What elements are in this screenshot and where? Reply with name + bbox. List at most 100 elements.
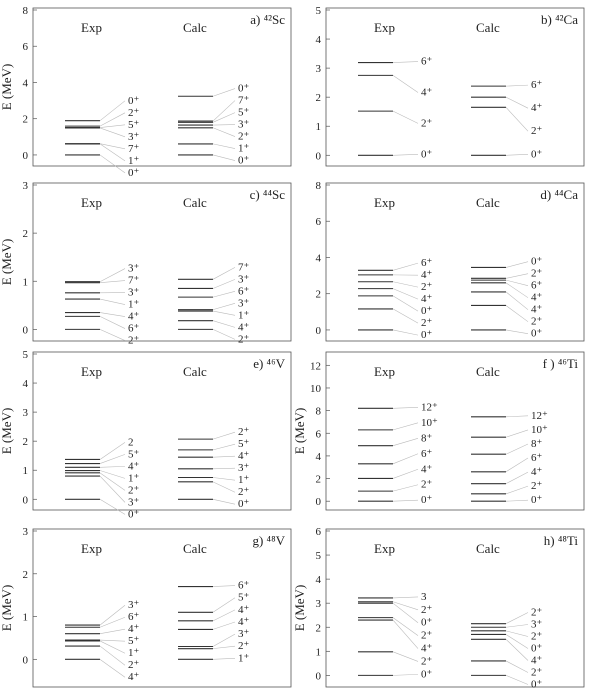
level-connector [99, 298, 126, 305]
level-connector [505, 612, 529, 624]
spin-label: 1⁺ [238, 309, 250, 321]
level-connector [212, 291, 236, 298]
spin-label: 3⁺ [238, 462, 250, 474]
y-tick-label: 3 [23, 407, 29, 419]
spin-label: 1⁺ [238, 474, 250, 486]
y-tick-label: 0 [316, 496, 322, 508]
panel-title: b) ⁴²Ca [541, 12, 578, 27]
spin-label: 2 [128, 436, 134, 448]
level-connector [392, 61, 419, 63]
level-connector [212, 154, 236, 161]
level-connector [505, 291, 529, 310]
panel-frame [32, 351, 292, 511]
level-connector [505, 457, 529, 473]
spin-label: 0⁺ [531, 328, 543, 340]
level-connector [505, 273, 529, 279]
level-connector [212, 88, 236, 97]
column-header: Exp [81, 364, 102, 379]
level-connector [505, 485, 529, 495]
level-connector [505, 107, 529, 132]
spin-label: 1⁺ [128, 299, 140, 311]
panel-frame [32, 7, 292, 167]
spin-label: 4⁺ [128, 671, 140, 683]
level-connector [505, 624, 529, 628]
panel-frame [325, 351, 585, 511]
level-connector [505, 415, 529, 418]
spin-label: 4⁺ [128, 623, 140, 635]
spin-label: 4⁺ [421, 293, 433, 305]
level-connector [212, 597, 236, 613]
level-connector [99, 640, 126, 654]
spin-label: 2⁺ [531, 125, 543, 137]
spin-label: 4⁺ [421, 269, 433, 281]
level-connector [392, 281, 419, 288]
spin-label: 0⁺ [128, 95, 140, 107]
level-connector [505, 639, 529, 661]
panel-title: h) ⁴⁸Ti [544, 533, 579, 548]
level-connector [99, 316, 126, 329]
spin-label: 4⁺ [238, 604, 250, 616]
panel-frame [325, 7, 585, 167]
spin-label: 2⁺ [531, 268, 543, 280]
spin-label: 4⁺ [531, 655, 543, 667]
spin-label: 6⁺ [421, 56, 433, 68]
spin-label: 4⁺ [238, 321, 250, 333]
spin-label: 2⁺ [421, 630, 433, 642]
level-connector [212, 443, 236, 451]
panel-2: 0 1 2 3 4 5 b) ⁴²Ca Exp 0⁺ 2⁺ 4⁺ 6⁺ Calc 0⁺ 2⁺ 4⁺ 6⁺ [316, 5, 585, 167]
spin-label: 1⁺ [128, 155, 140, 167]
y-tick-label: 5 [316, 5, 322, 17]
column-header: Calc [183, 195, 207, 210]
column-header: Exp [374, 195, 395, 210]
spin-label: 0⁺ [421, 494, 433, 506]
spin-label: 3⁺ [531, 619, 543, 631]
level-connector [99, 329, 126, 341]
level-connector [392, 484, 419, 492]
level-connector [99, 659, 126, 678]
spin-label: 1⁺ [238, 143, 250, 155]
y-tick-label: 2 [23, 228, 29, 240]
level-connector [505, 261, 529, 268]
spin-label: 8⁺ [531, 438, 543, 450]
level-connector [99, 499, 126, 515]
y-tick-label: 0 [23, 150, 29, 162]
y-tick-label: 8 [316, 180, 322, 192]
y-tick-label: 0 [23, 324, 29, 336]
y-tick-label: 6 [23, 41, 29, 53]
y-tick-label: 6 [316, 216, 322, 228]
spin-label: 3⁺ [238, 119, 250, 131]
spin-label: 0⁺ [531, 148, 543, 160]
spin-label: 6⁺ [128, 611, 140, 623]
spin-label: 3⁺ [128, 599, 140, 611]
level-connector [99, 639, 126, 642]
y-tick-label: 6 [316, 428, 322, 440]
y-tick-label: 4 [316, 252, 322, 264]
y-tick-label: 3 [316, 598, 322, 610]
spin-label: 1⁺ [238, 652, 250, 664]
level-connector [392, 153, 419, 156]
panel-title: f ) ⁴⁶Ti [543, 356, 579, 371]
level-connector [392, 468, 419, 479]
spin-label: 6⁺ [531, 79, 543, 91]
spin-label: 0⁺ [531, 494, 543, 506]
spin-label: 0⁺ [238, 155, 250, 167]
spin-label: 2⁺ [238, 333, 250, 345]
y-tick-label: 3 [23, 526, 29, 538]
level-connector [505, 282, 529, 298]
panel-title: a) ⁴²Sc [250, 12, 285, 27]
column-header: Exp [374, 364, 395, 379]
level-connector [212, 279, 236, 289]
column-header: Exp [374, 20, 395, 35]
spin-label: 4⁺ [421, 86, 433, 98]
level-connector [392, 453, 419, 465]
column-header: Calc [183, 541, 207, 556]
y-tick-label: 2 [23, 436, 29, 448]
spin-label: 4⁺ [531, 466, 543, 478]
level-connector [212, 481, 236, 493]
spin-label: 2⁺ [531, 480, 543, 492]
level-connector [99, 454, 126, 464]
